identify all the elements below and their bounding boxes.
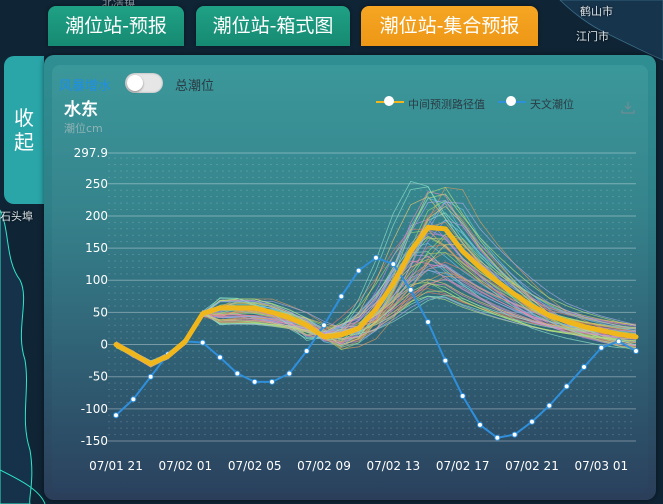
legend-label: 中间预测路径值 <box>408 98 485 111</box>
legend-dot <box>384 96 394 106</box>
legend-dot <box>506 96 516 106</box>
toggle-knob <box>127 75 143 91</box>
forecast-panel <box>44 55 656 500</box>
map-label: 江门市 <box>576 30 609 43</box>
mode-toggle-switch[interactable] <box>125 73 163 93</box>
collapse-label: 起 <box>14 130 34 154</box>
legend-label: 天文潮位 <box>530 98 574 111</box>
tab-boxplot[interactable]: 潮位站-箱式图 <box>196 6 350 46</box>
download-icon[interactable] <box>621 102 635 114</box>
station-name: 水东 <box>64 100 98 120</box>
map-label: 北滘镇 <box>102 0 135 9</box>
legend-item-median[interactable]: 中间预测路径值 <box>376 96 485 112</box>
y-axis-unit: 潮位cm <box>64 122 103 135</box>
tab-label: 潮位站-集合预报 <box>379 15 520 37</box>
collapse-button[interactable]: 收 起 <box>4 56 44 204</box>
storm-surge-label[interactable]: 风暴增水 <box>59 79 112 94</box>
tab-forecast[interactable]: 潮位站-预报 <box>48 6 184 46</box>
legend-item-astronomical[interactable]: 天文潮位 <box>498 96 574 112</box>
tab-label: 潮位站-箱式图 <box>212 15 334 37</box>
collapse-label: 收 <box>14 106 34 130</box>
map-label: 鹤山市 <box>580 5 613 18</box>
chart-container <box>52 65 648 493</box>
tab-label: 潮位站-预报 <box>65 15 167 37</box>
total-tide-label[interactable]: 总潮位 <box>175 79 215 94</box>
map-label: 石头埠 <box>0 210 33 223</box>
tab-ensemble-forecast[interactable]: 潮位站-集合预报 <box>361 6 538 46</box>
